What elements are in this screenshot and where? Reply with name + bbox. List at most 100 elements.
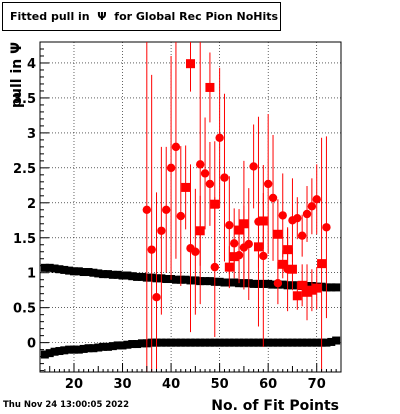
data-point bbox=[273, 338, 282, 347]
data-point bbox=[89, 344, 98, 353]
data-point bbox=[307, 285, 317, 295]
data-point bbox=[253, 242, 263, 252]
data-point bbox=[239, 219, 249, 229]
data-point bbox=[297, 231, 307, 240]
data-point bbox=[224, 262, 234, 272]
data-point bbox=[171, 275, 180, 284]
data-point bbox=[99, 270, 108, 279]
data-point bbox=[118, 271, 127, 280]
data-point bbox=[307, 202, 317, 211]
data-point bbox=[55, 265, 64, 274]
data-point bbox=[152, 292, 161, 302]
y-tick-label: 2 bbox=[27, 197, 36, 212]
data-layer bbox=[40, 42, 341, 372]
data-point bbox=[181, 338, 190, 347]
data-point bbox=[249, 338, 258, 347]
data-point bbox=[186, 338, 195, 347]
data-point bbox=[298, 338, 307, 347]
data-point bbox=[317, 259, 327, 269]
data-point bbox=[220, 278, 229, 287]
data-point bbox=[269, 338, 278, 347]
data-point bbox=[332, 283, 341, 292]
x-tick-label: 40 bbox=[162, 377, 180, 392]
data-point bbox=[171, 338, 180, 347]
data-point bbox=[292, 291, 302, 301]
data-point bbox=[234, 225, 244, 235]
data-point bbox=[254, 338, 263, 347]
x-axis-label: No. of Fit Points bbox=[211, 398, 339, 414]
data-point bbox=[84, 344, 93, 353]
data-point bbox=[327, 283, 336, 292]
data-point bbox=[123, 271, 132, 280]
data-point bbox=[264, 338, 273, 347]
data-point bbox=[278, 280, 287, 289]
data-point bbox=[45, 349, 54, 358]
data-point bbox=[176, 211, 185, 221]
data-point bbox=[205, 82, 215, 92]
data-point bbox=[200, 169, 210, 178]
data-point bbox=[230, 278, 239, 287]
data-point bbox=[69, 267, 78, 276]
data-point bbox=[147, 245, 156, 254]
x-tick-label: 30 bbox=[113, 377, 131, 392]
data-point bbox=[210, 199, 220, 209]
x-tick-label: 70 bbox=[308, 377, 326, 392]
data-point bbox=[133, 272, 142, 281]
x-tick-label: 20 bbox=[65, 377, 83, 392]
data-point bbox=[89, 268, 98, 277]
data-point bbox=[69, 345, 78, 354]
chart-title: Fitted pull in Ψ for Global Rec Pion NoH… bbox=[2, 2, 281, 31]
data-point bbox=[191, 247, 200, 256]
data-point bbox=[186, 59, 195, 69]
y-tick-label: 2.5 bbox=[13, 162, 36, 177]
data-point bbox=[287, 264, 297, 274]
data-point bbox=[157, 338, 166, 347]
data-point bbox=[220, 173, 229, 182]
data-point bbox=[273, 229, 283, 239]
data-point bbox=[268, 193, 278, 203]
data-point bbox=[166, 163, 176, 173]
data-point bbox=[45, 263, 54, 272]
data-point bbox=[65, 345, 74, 354]
data-point bbox=[60, 346, 69, 355]
data-point bbox=[259, 251, 268, 261]
series-1 bbox=[40, 336, 341, 359]
data-point bbox=[322, 338, 331, 347]
data-point bbox=[79, 344, 88, 353]
data-point bbox=[118, 341, 127, 350]
data-point bbox=[244, 338, 253, 347]
data-point bbox=[269, 280, 278, 289]
x-tick-label: 50 bbox=[211, 377, 229, 392]
data-point bbox=[249, 162, 258, 171]
y-tick-label: 3.5 bbox=[13, 92, 36, 107]
axes: 20 30 40 50 60 70 0 0.5 1 1.5 2 2.5 3 3.5 4 bbox=[13, 48, 337, 392]
data-point bbox=[249, 279, 258, 288]
data-point bbox=[312, 195, 321, 204]
data-point bbox=[142, 205, 152, 214]
data-point bbox=[113, 341, 122, 350]
y-tick-label: 1.5 bbox=[13, 232, 36, 247]
data-point bbox=[195, 226, 205, 236]
data-point bbox=[288, 338, 297, 347]
data-point bbox=[283, 245, 293, 255]
data-point bbox=[332, 336, 341, 345]
data-point bbox=[191, 338, 200, 347]
data-point bbox=[312, 338, 321, 347]
data-point bbox=[196, 338, 205, 347]
data-point bbox=[108, 270, 117, 279]
data-point bbox=[312, 283, 322, 293]
data-point bbox=[128, 340, 137, 349]
y-tick-label: 4 bbox=[27, 57, 36, 72]
data-point bbox=[293, 213, 302, 223]
data-point bbox=[50, 347, 59, 356]
data-point bbox=[167, 338, 176, 347]
data-point bbox=[40, 263, 49, 272]
y-tick-label: 3 bbox=[27, 127, 36, 142]
data-point bbox=[162, 275, 171, 284]
data-point bbox=[65, 266, 74, 275]
data-point bbox=[302, 287, 312, 297]
data-point bbox=[60, 265, 69, 274]
data-point bbox=[239, 338, 248, 347]
data-point bbox=[162, 205, 171, 214]
